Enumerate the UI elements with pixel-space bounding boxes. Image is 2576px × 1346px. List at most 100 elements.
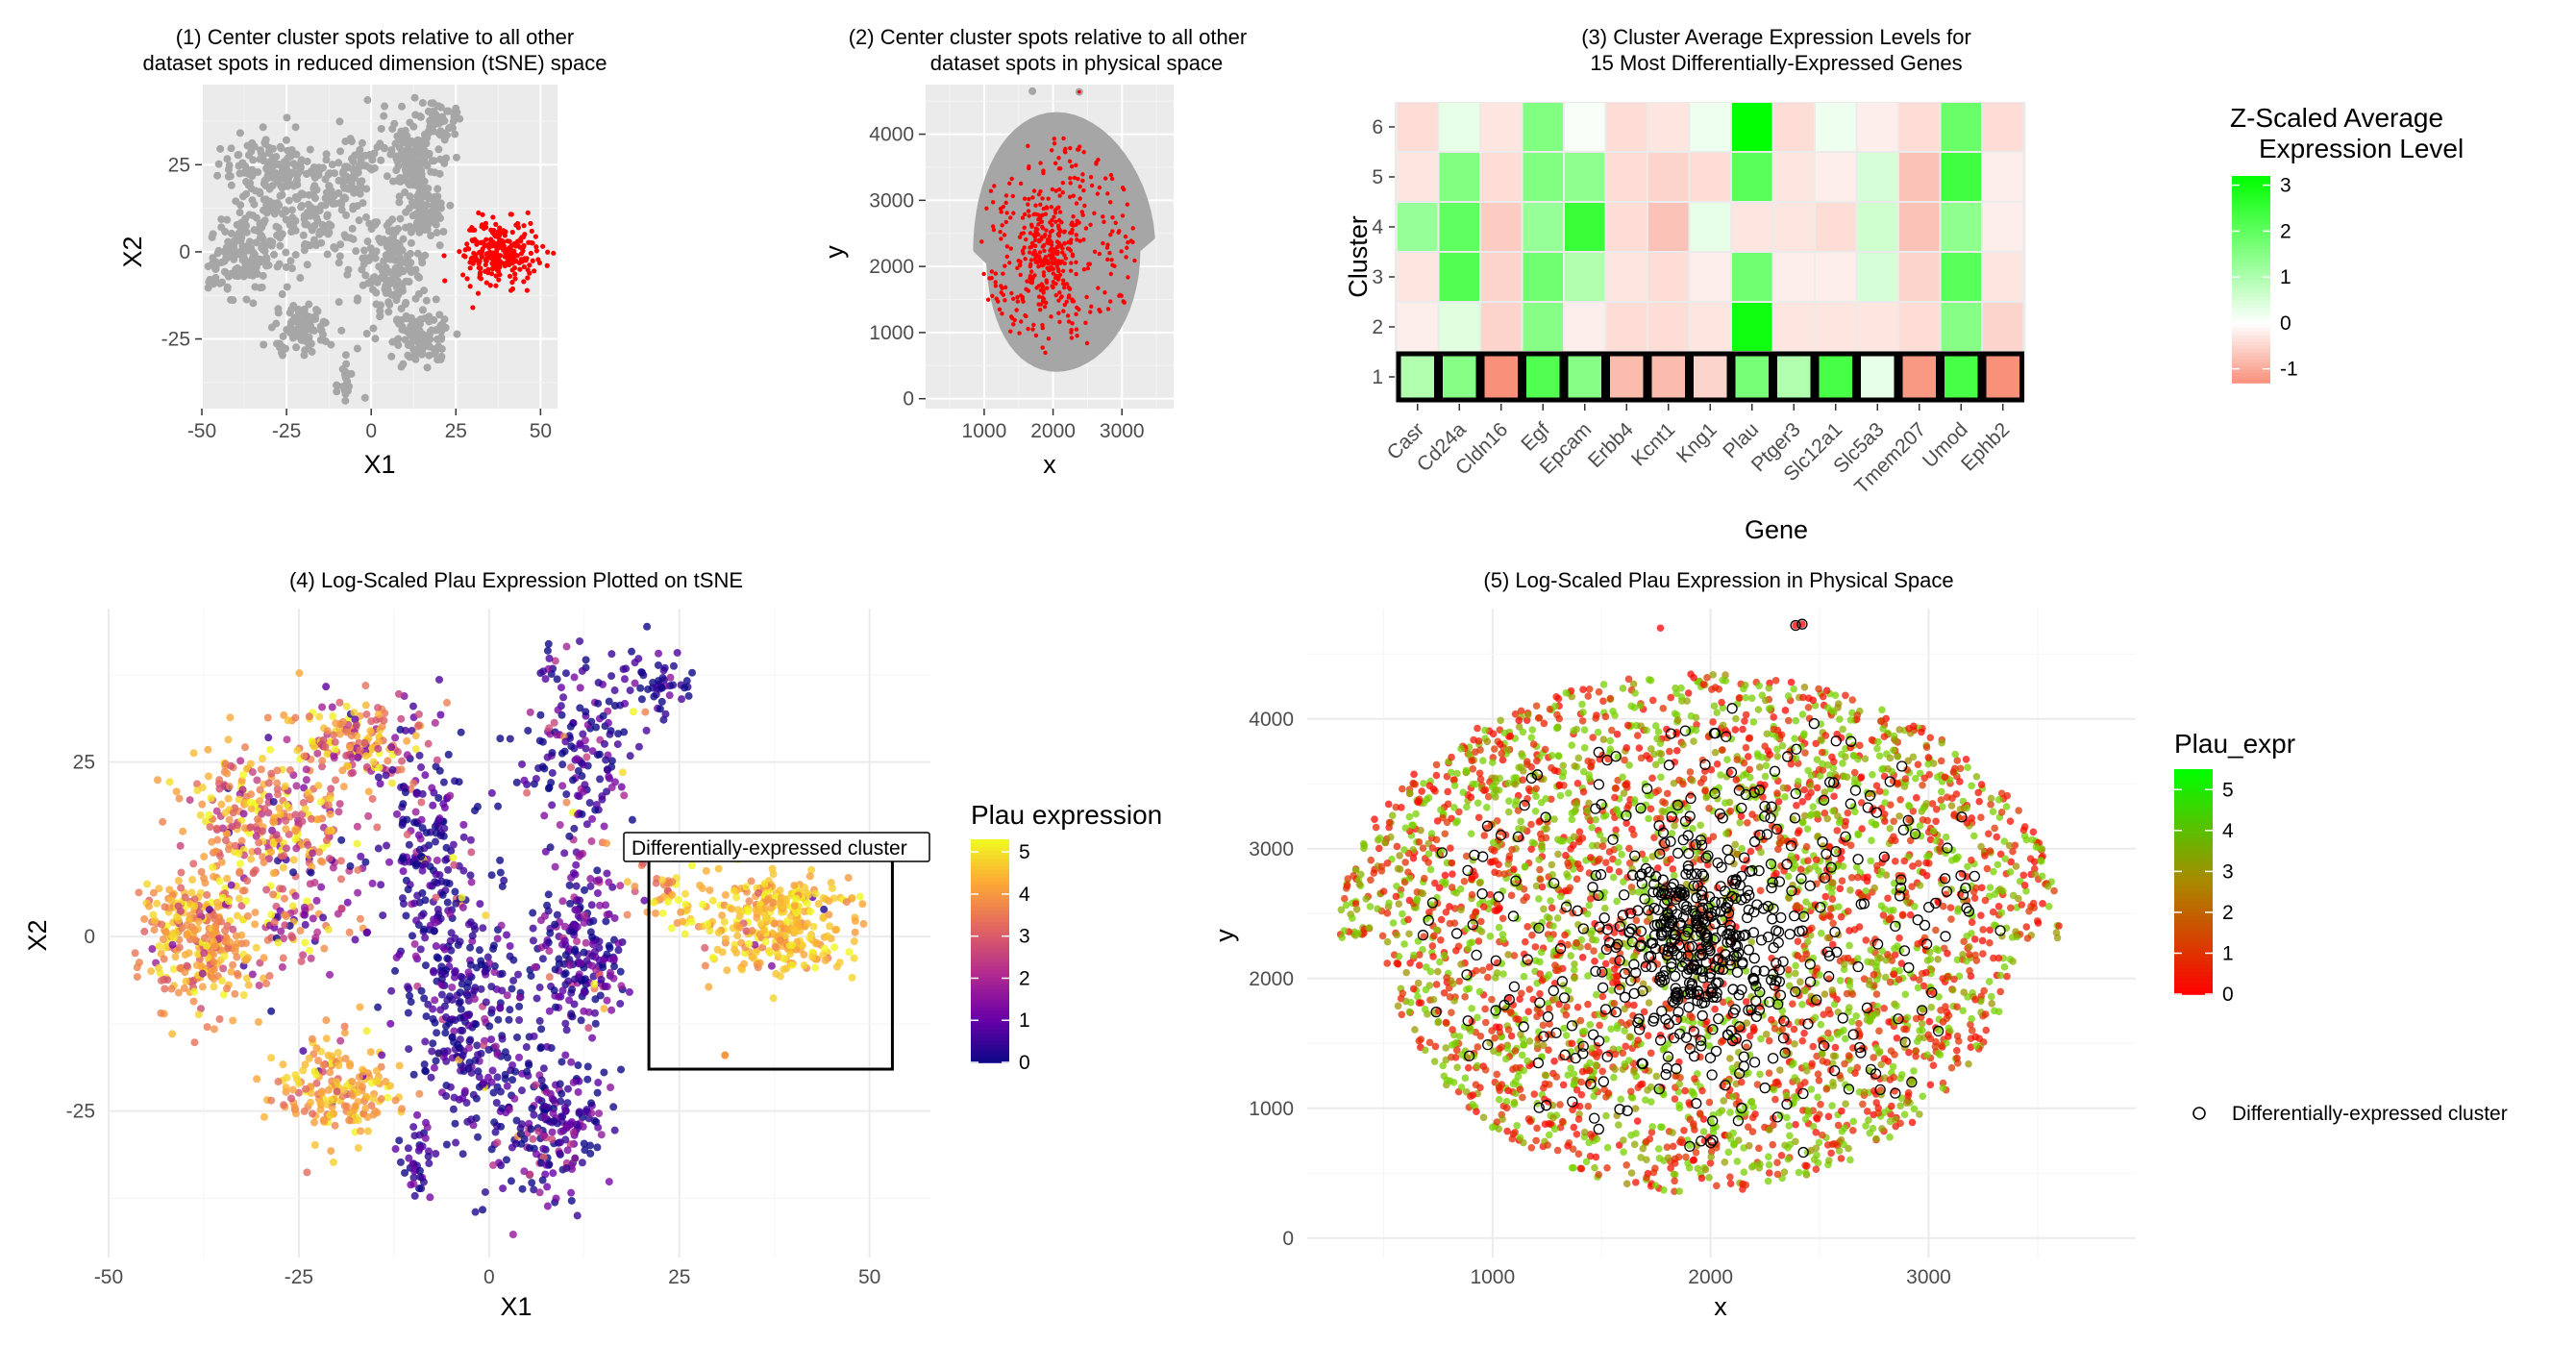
panel-4-point (384, 757, 392, 765)
panel-3-legend-gradient-step (2232, 203, 2270, 209)
panel-4-point (506, 1006, 514, 1014)
panel-4-point (528, 1104, 536, 1112)
panel-3-heatmap-cell (1523, 203, 1563, 251)
panel-4-point (515, 1016, 524, 1025)
panel-3-heatmap-cell (1857, 303, 1897, 351)
panel-2-red-point (1041, 273, 1047, 278)
panel-1-gray-point (449, 109, 458, 117)
panel-4-point (610, 914, 619, 923)
panel-4-point (369, 758, 378, 766)
panel-1-gray-point (337, 326, 346, 335)
panel-4-point (503, 931, 511, 939)
panel-4-point (219, 964, 228, 973)
panel-4-point (340, 1029, 349, 1037)
panel-4-point (235, 860, 244, 868)
panel-2-red-point (1009, 290, 1014, 296)
panel-4-point (291, 891, 300, 900)
panel-4-point (464, 978, 473, 986)
panel-4-point (576, 896, 584, 905)
panel-4-point (322, 1016, 331, 1025)
panel-4-point (562, 790, 571, 799)
panel-4-point (550, 1096, 558, 1105)
panel-2-red-point (1108, 172, 1114, 178)
panel-4-point (491, 1128, 500, 1136)
panel-5-point (1648, 774, 1656, 783)
panel-4-point (555, 992, 563, 1001)
panel-1-gray-point (310, 162, 318, 171)
panel-4-point (420, 1060, 429, 1069)
panel-1-gray-point (279, 332, 287, 340)
panel-4-point (368, 879, 377, 887)
panel-3-heatmap-cell (1732, 103, 1772, 151)
panel-2-red-point (1047, 234, 1053, 238)
panel-4-point (485, 959, 494, 967)
panel-4-point (609, 974, 618, 983)
panel-3-legend-gradient-step (2232, 251, 2270, 257)
panel-2-red-point (1040, 212, 1045, 217)
panel-4-point (654, 661, 662, 669)
panel-4-point (543, 646, 552, 655)
panel-4-point (336, 1036, 345, 1045)
panel-4-point (600, 739, 608, 748)
panel-4-point (766, 949, 775, 958)
panel-1-gray-point (420, 187, 429, 196)
panel-1-gray-point (211, 273, 220, 282)
panel-4-point (203, 1023, 211, 1032)
panel-4-point (435, 814, 444, 823)
panel-4-point (493, 1073, 502, 1082)
panel-4-point (583, 1062, 592, 1071)
panel-4-point (223, 829, 232, 837)
panel-4-point (714, 928, 723, 936)
panel-4-point (374, 704, 383, 712)
panel-4-point (623, 910, 632, 919)
panel-4-point (800, 950, 808, 959)
panel-1-gray-point (333, 387, 341, 396)
panel-2-red-point (1126, 240, 1130, 245)
panel-1-gray-point (297, 158, 306, 166)
panel-1-gray-point (310, 312, 319, 321)
panel-1-red-point (515, 238, 521, 244)
panel-4-point (807, 865, 816, 874)
panel-1-red-point (480, 212, 485, 217)
panel-4-point (466, 835, 475, 844)
panel-2-red-point (1001, 271, 1005, 276)
panel-1-red-point (511, 264, 518, 271)
panel-4-point (229, 809, 237, 817)
panel-4-point (322, 683, 331, 691)
panel-2-red-point (1045, 286, 1050, 290)
panel-4-point (515, 993, 524, 1002)
panel-1-gray-point (296, 274, 305, 283)
panel-4-point (585, 1141, 594, 1150)
panel-4-point (548, 1128, 557, 1136)
panel-1-red-point (496, 235, 502, 240)
panel-3-heatmap-cell (1606, 203, 1647, 251)
panel-4-point (708, 896, 717, 905)
panel-4-point (588, 1034, 597, 1042)
panel-4-point (300, 1107, 309, 1115)
panel-3-heatmap-cell (1565, 203, 1605, 251)
panel-4-point (448, 983, 457, 991)
panel-4-point (644, 685, 653, 693)
panel-1-gray-point (380, 144, 388, 153)
panel-4-point (385, 858, 394, 866)
panel-2-red-point (1037, 250, 1043, 255)
panel-1-gray-point (380, 112, 388, 120)
panel-4-point (603, 983, 611, 991)
panel-4-point (536, 916, 545, 925)
panel-4-point (776, 936, 784, 945)
panel-1-gray-point (299, 231, 308, 239)
panel-4-point (274, 938, 283, 947)
panel-4-point (280, 894, 288, 903)
panel-4-point (459, 833, 468, 841)
panel-1-gray-point (227, 144, 235, 153)
panel-3-heatmap-cell (1481, 253, 1522, 301)
panel-1-red-point (476, 250, 483, 256)
panel-2-red-point (1080, 172, 1085, 177)
panel-4-point (844, 873, 853, 882)
panel-3-y-tick-label: 2 (1372, 316, 1383, 338)
panel-3-legend-gradient-step (2232, 286, 2270, 291)
panel-4-point (659, 676, 668, 685)
panel-2-red-point (1070, 252, 1076, 257)
panel-4-point (303, 1168, 311, 1177)
